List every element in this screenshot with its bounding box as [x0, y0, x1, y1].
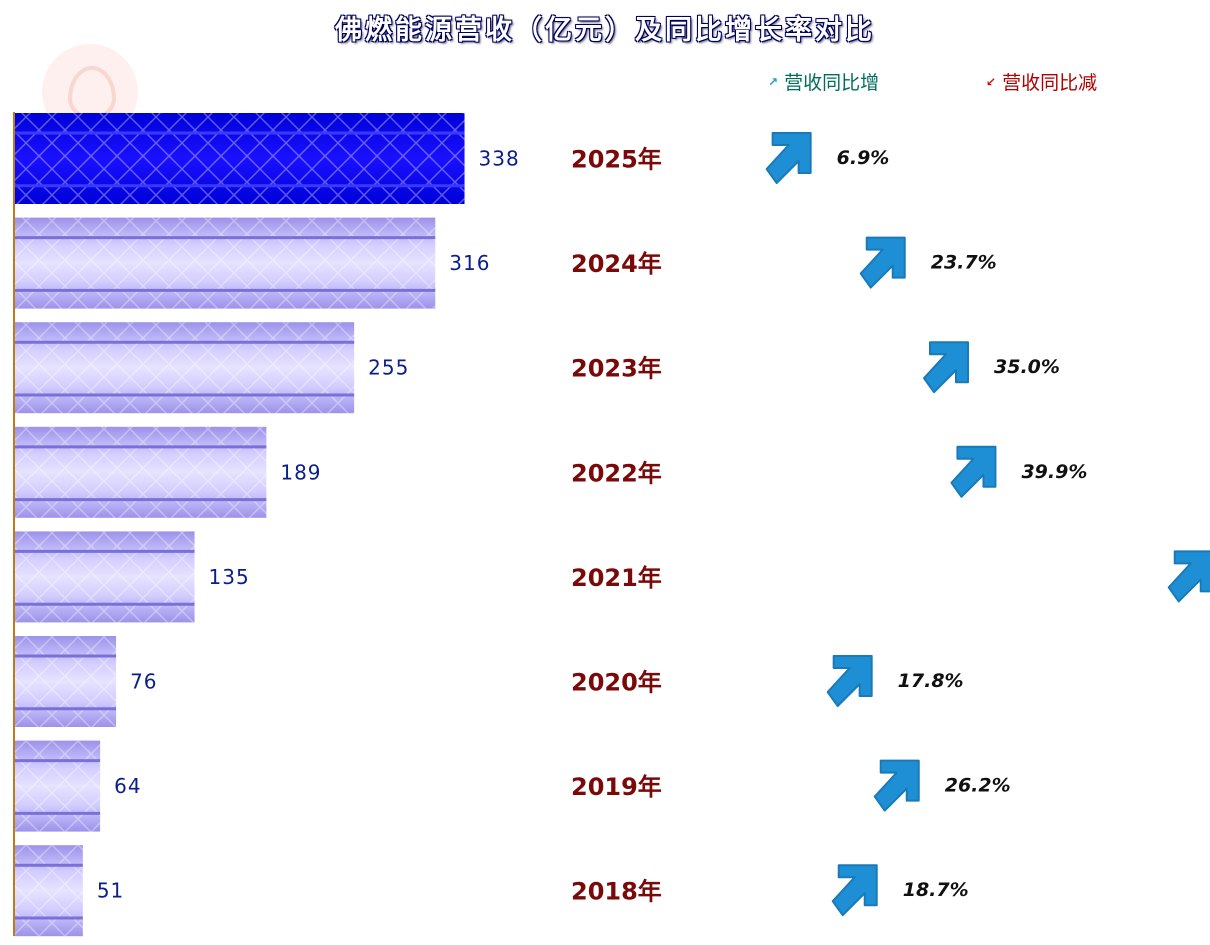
chart-rows: 338 2025年 6.9% 316 2024年 23.7% 255 2023年 35.0% 18…	[15, 113, 1210, 937]
year-label-2024: 2024年	[571, 250, 662, 278]
bar-value-label-2019: 64	[114, 774, 141, 798]
growth-label-2023: 35.0%	[994, 356, 1060, 378]
bar-value-label-2025: 338	[479, 147, 520, 171]
growth-arrow-up-icon-2021	[1167, 550, 1210, 603]
growth-label-2018: 18.7%	[903, 879, 969, 901]
legend-increase-label: 营收同比增	[784, 72, 880, 94]
year-label-2020: 2020年	[571, 669, 662, 697]
chart-title: 佛燃能源营收（亿元）及同比增长率对比	[335, 15, 875, 46]
growth-arrow-up-icon-2023	[923, 341, 969, 394]
growth-label-2024: 23.7%	[931, 252, 997, 274]
growth-arrow-up-icon-2025	[765, 132, 812, 184]
growth-arrow-up-icon-2022	[950, 445, 997, 498]
growth-label-2022: 39.9%	[1021, 461, 1087, 483]
year-label-2018: 2018年	[571, 878, 662, 906]
revenue-bar-texture-2022	[15, 426, 267, 518]
bar-value-label-2024: 316	[449, 251, 490, 275]
revenue-bar-texture-2019	[15, 740, 101, 832]
bar-value-label-2022: 189	[280, 460, 321, 484]
year-label-2019: 2019年	[571, 773, 662, 801]
revenue-bar-texture-2021	[15, 531, 195, 623]
legend-decrease-label: 营收同比减	[1002, 72, 1098, 94]
growth-arrow-up-icon-2024	[859, 236, 906, 289]
arrow-down-left-icon: ↙	[986, 74, 997, 89]
bar-value-label-2023: 255	[368, 356, 409, 380]
arrow-up-right-icon: ↗	[768, 74, 779, 89]
growth-label-2025: 6.9%	[837, 147, 890, 169]
revenue-bar-texture-2020	[15, 636, 117, 727]
year-label-2021: 2021年	[571, 564, 662, 592]
revenue-bar-texture-2024	[15, 217, 436, 309]
bar-value-label-2020: 76	[130, 670, 157, 694]
revenue-bar-texture-2018	[15, 845, 83, 937]
growth-label-2019: 26.2%	[945, 775, 1011, 797]
bar-value-label-2021: 135	[209, 565, 250, 589]
year-label-2025: 2025年	[571, 146, 662, 174]
growth-arrow-up-icon-2018	[831, 864, 878, 917]
legend-increase: ↗ 营收同比增	[768, 68, 879, 95]
legend-decrease: ↙ 营收同比减	[986, 68, 1097, 95]
growth-label-2020: 17.8%	[898, 670, 964, 692]
revenue-bar-texture-2023	[15, 322, 355, 414]
year-label-2022: 2022年	[571, 459, 662, 487]
growth-arrow-up-icon-2019	[873, 759, 920, 812]
growth-arrow-up-icon-2020	[826, 655, 873, 707]
bar-value-label-2018: 51	[97, 879, 124, 903]
revenue-bar-texture-2025	[15, 113, 465, 204]
year-label-2023: 2023年	[571, 355, 662, 383]
